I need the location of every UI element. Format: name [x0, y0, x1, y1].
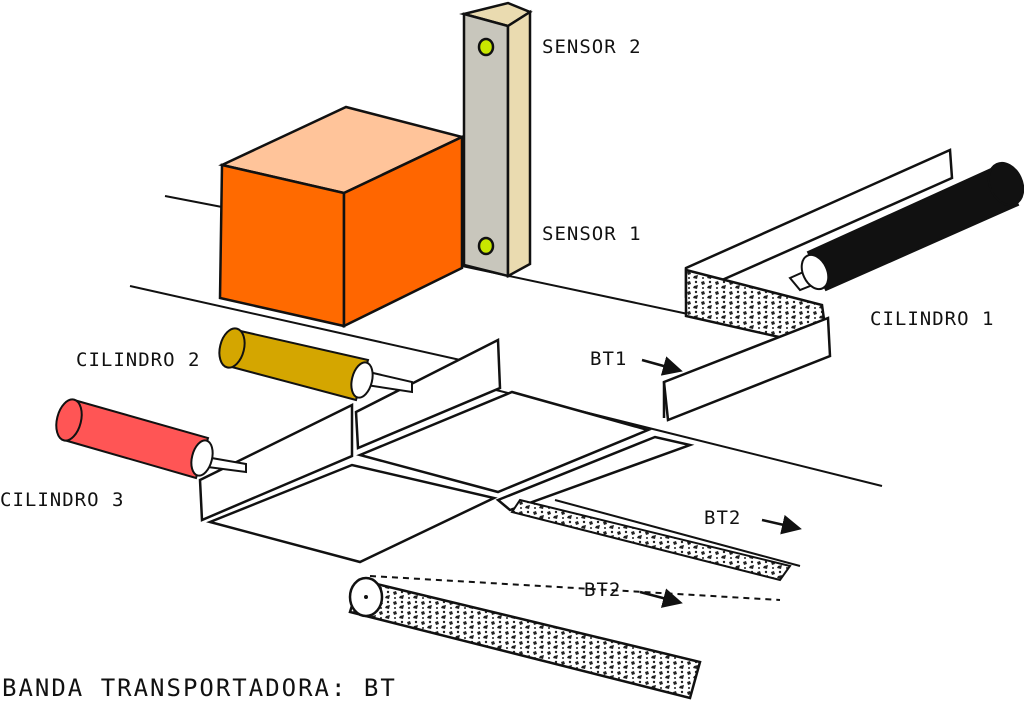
sensor-side [506, 9, 532, 279]
sensor-1-led [477, 236, 495, 256]
wall-cilindro-2 [354, 338, 502, 450]
bt2-upper-arrow [761, 514, 802, 535]
cilindro-3 [55, 398, 247, 480]
cilindro-1 [788, 161, 1024, 292]
orange-box [218, 105, 466, 329]
label-sensor-1: SENSOR 1 [542, 223, 642, 245]
conveyor-bt2-upper [510, 498, 792, 582]
footer-caption: BANDA TRANSPORTADORA: BT [2, 674, 397, 702]
sensor-2-led [477, 37, 495, 57]
bt2-lower-arrow [639, 588, 683, 608]
conveyor-bt1 [662, 148, 954, 422]
bt1-front-wall [662, 316, 832, 422]
box-side [342, 135, 464, 329]
label-sensor-2: SENSOR 2 [542, 36, 642, 58]
conveyor-bt2-lower [348, 575, 781, 700]
wall-cilindro-3 [198, 402, 354, 522]
push-walls [198, 338, 502, 522]
label-cilindro-2: CILINDRO 2 [76, 349, 201, 371]
box-front [218, 163, 346, 328]
label-cilindro-3: CILINDRO 3 [0, 489, 125, 511]
bt1-arrow [641, 356, 683, 376]
sensor-tower [459, 1, 533, 279]
direction-arrows [639, 356, 802, 608]
cilindro-2 [218, 327, 413, 402]
label-bt2-lower: BT2 [584, 579, 622, 601]
junction-tiles [206, 390, 695, 564]
label-cilindro-1: CILINDRO 1 [870, 308, 995, 330]
label-bt1: BT1 [590, 348, 628, 370]
label-bt2-upper: BT2 [704, 507, 742, 529]
